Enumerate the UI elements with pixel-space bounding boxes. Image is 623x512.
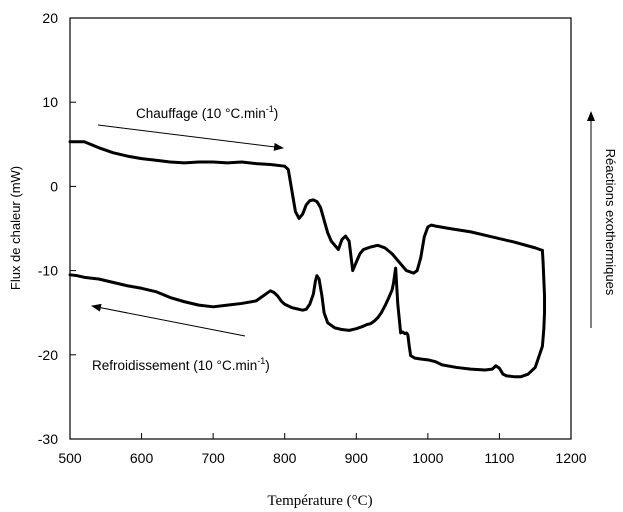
heating-arrow <box>97 124 284 151</box>
x-tick-label: 600 <box>130 450 154 466</box>
x-tick-label: 900 <box>345 450 369 466</box>
y-tick-label: -30 <box>38 431 58 447</box>
plot-frame <box>69 17 572 440</box>
cooling-curve <box>68 248 547 379</box>
y-tick-label: -20 <box>38 347 58 363</box>
y-tick-label: 0 <box>50 178 58 194</box>
x-tick-label: 800 <box>273 450 297 466</box>
y-tick-label: 20 <box>42 10 58 26</box>
y-axis-label: Flux de chaleur (mW) <box>8 166 23 290</box>
x-tick-label: 500 <box>58 450 82 466</box>
heating-annotation: Chauffage (10 °C.min-1) <box>136 104 278 121</box>
x-axis-label: Température (°C) <box>267 493 372 509</box>
cooling-annotation: Refroidissement (10 °C.min-1) <box>92 356 270 373</box>
y-tick-label: -10 <box>38 263 58 279</box>
right-axis-label: Réactions exothermiques <box>603 149 618 296</box>
heating-curve <box>68 140 544 275</box>
cooling-arrow <box>91 303 246 337</box>
x-tick-label: 1000 <box>412 450 443 466</box>
x-tick-label: 1200 <box>555 450 586 466</box>
y-tick-label: 10 <box>42 94 58 110</box>
x-tick-label: 700 <box>201 450 225 466</box>
x-tick-label: 1100 <box>484 450 514 466</box>
y-axis-ticks: 20 10 0 -10 -20 -30 <box>38 10 76 447</box>
x-axis-ticks: 500 600 700 800 900 1000 1100 1200 <box>58 433 587 466</box>
